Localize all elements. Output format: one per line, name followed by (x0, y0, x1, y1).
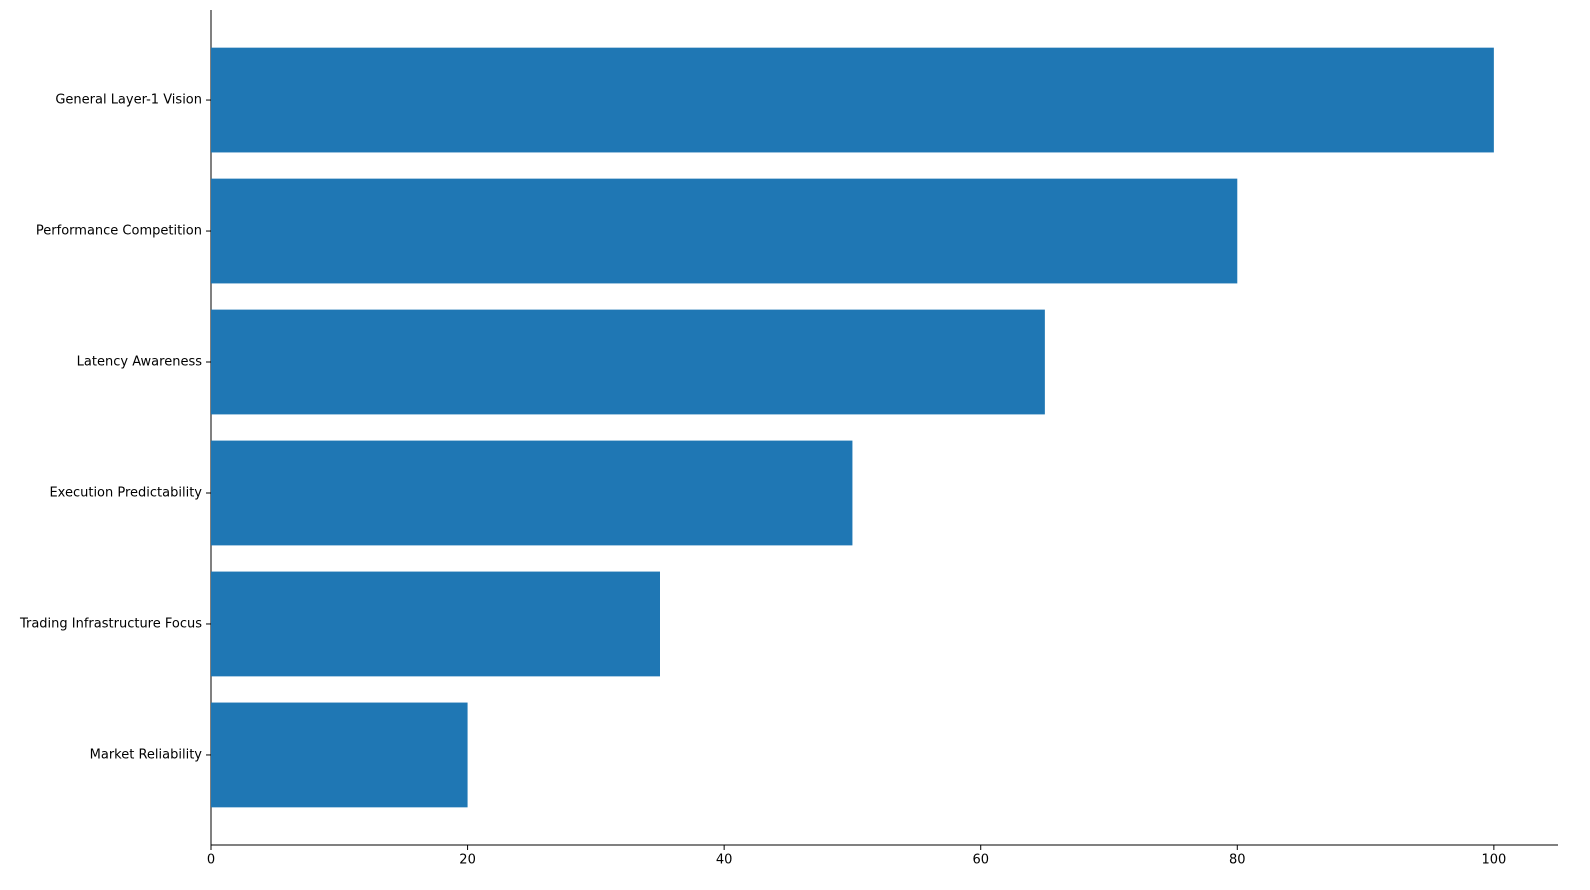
bar (211, 571, 660, 677)
x-tick-label: 40 (716, 853, 733, 868)
bar (211, 309, 1045, 415)
y-tick-label: Performance Competition (36, 224, 202, 239)
y-tick-label: Trading Infrastructure Focus (19, 616, 202, 631)
x-tick-label: 20 (459, 853, 476, 868)
bar (211, 178, 1238, 284)
x-tick-label: 80 (1229, 853, 1246, 868)
y-tick-label: Latency Awareness (77, 355, 203, 370)
x-tick-label: 0 (207, 853, 215, 868)
y-tick-label: Market Reliability (90, 747, 203, 762)
y-tick-label: General Layer-1 Vision (55, 93, 202, 108)
bar (211, 440, 853, 546)
bar (211, 702, 468, 808)
x-tick-label: 60 (972, 853, 989, 868)
y-tick-label: Execution Predictability (49, 485, 202, 500)
x-tick-label: 100 (1481, 853, 1506, 868)
bar (211, 47, 1494, 153)
